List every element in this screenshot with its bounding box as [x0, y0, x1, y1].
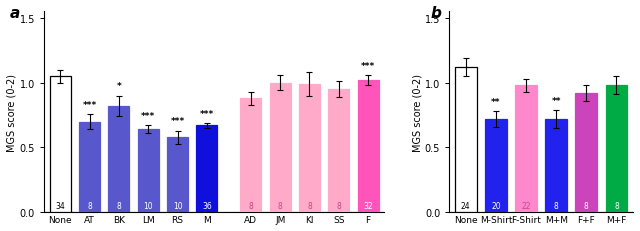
Bar	[167, 137, 188, 212]
Text: 32: 32	[364, 201, 373, 210]
Bar	[485, 119, 507, 212]
Bar	[196, 126, 218, 212]
Bar	[240, 99, 261, 212]
Bar	[269, 83, 291, 212]
Y-axis label: MGS score (0-2): MGS score (0-2)	[7, 73, 17, 151]
Text: **: **	[552, 96, 561, 105]
Text: ***: ***	[170, 117, 185, 126]
Bar	[328, 90, 349, 212]
Bar	[605, 86, 627, 212]
Text: ***: ***	[141, 112, 156, 121]
Text: 34: 34	[56, 201, 65, 210]
Bar	[79, 122, 100, 212]
Bar	[575, 94, 597, 212]
Text: b: b	[431, 6, 442, 21]
Text: 8: 8	[278, 201, 282, 210]
Text: 8: 8	[584, 201, 589, 210]
Text: a: a	[10, 6, 20, 21]
Bar	[455, 68, 477, 212]
Bar	[515, 86, 537, 212]
Bar	[299, 85, 320, 212]
Text: **: **	[491, 97, 500, 106]
Text: 8: 8	[337, 201, 341, 210]
Text: 8: 8	[248, 201, 253, 210]
Bar	[358, 81, 379, 212]
Text: *: *	[116, 82, 121, 91]
Bar	[138, 130, 159, 212]
Text: 8: 8	[116, 201, 121, 210]
Text: 36: 36	[202, 201, 212, 210]
Text: 8: 8	[554, 201, 559, 210]
Bar	[545, 119, 567, 212]
Text: 10: 10	[143, 201, 153, 210]
Text: 10: 10	[173, 201, 182, 210]
Bar	[108, 106, 129, 212]
Text: 8: 8	[87, 201, 92, 210]
Y-axis label: MGS score (0-2): MGS score (0-2)	[412, 73, 422, 151]
Text: 24: 24	[461, 201, 470, 210]
Text: ***: ***	[361, 61, 375, 70]
Text: 8: 8	[307, 201, 312, 210]
Text: ***: ***	[200, 109, 214, 118]
Text: 8: 8	[614, 201, 619, 210]
Text: 22: 22	[522, 201, 531, 210]
Text: 20: 20	[491, 201, 500, 210]
Bar	[50, 77, 71, 212]
Text: ***: ***	[83, 100, 97, 109]
